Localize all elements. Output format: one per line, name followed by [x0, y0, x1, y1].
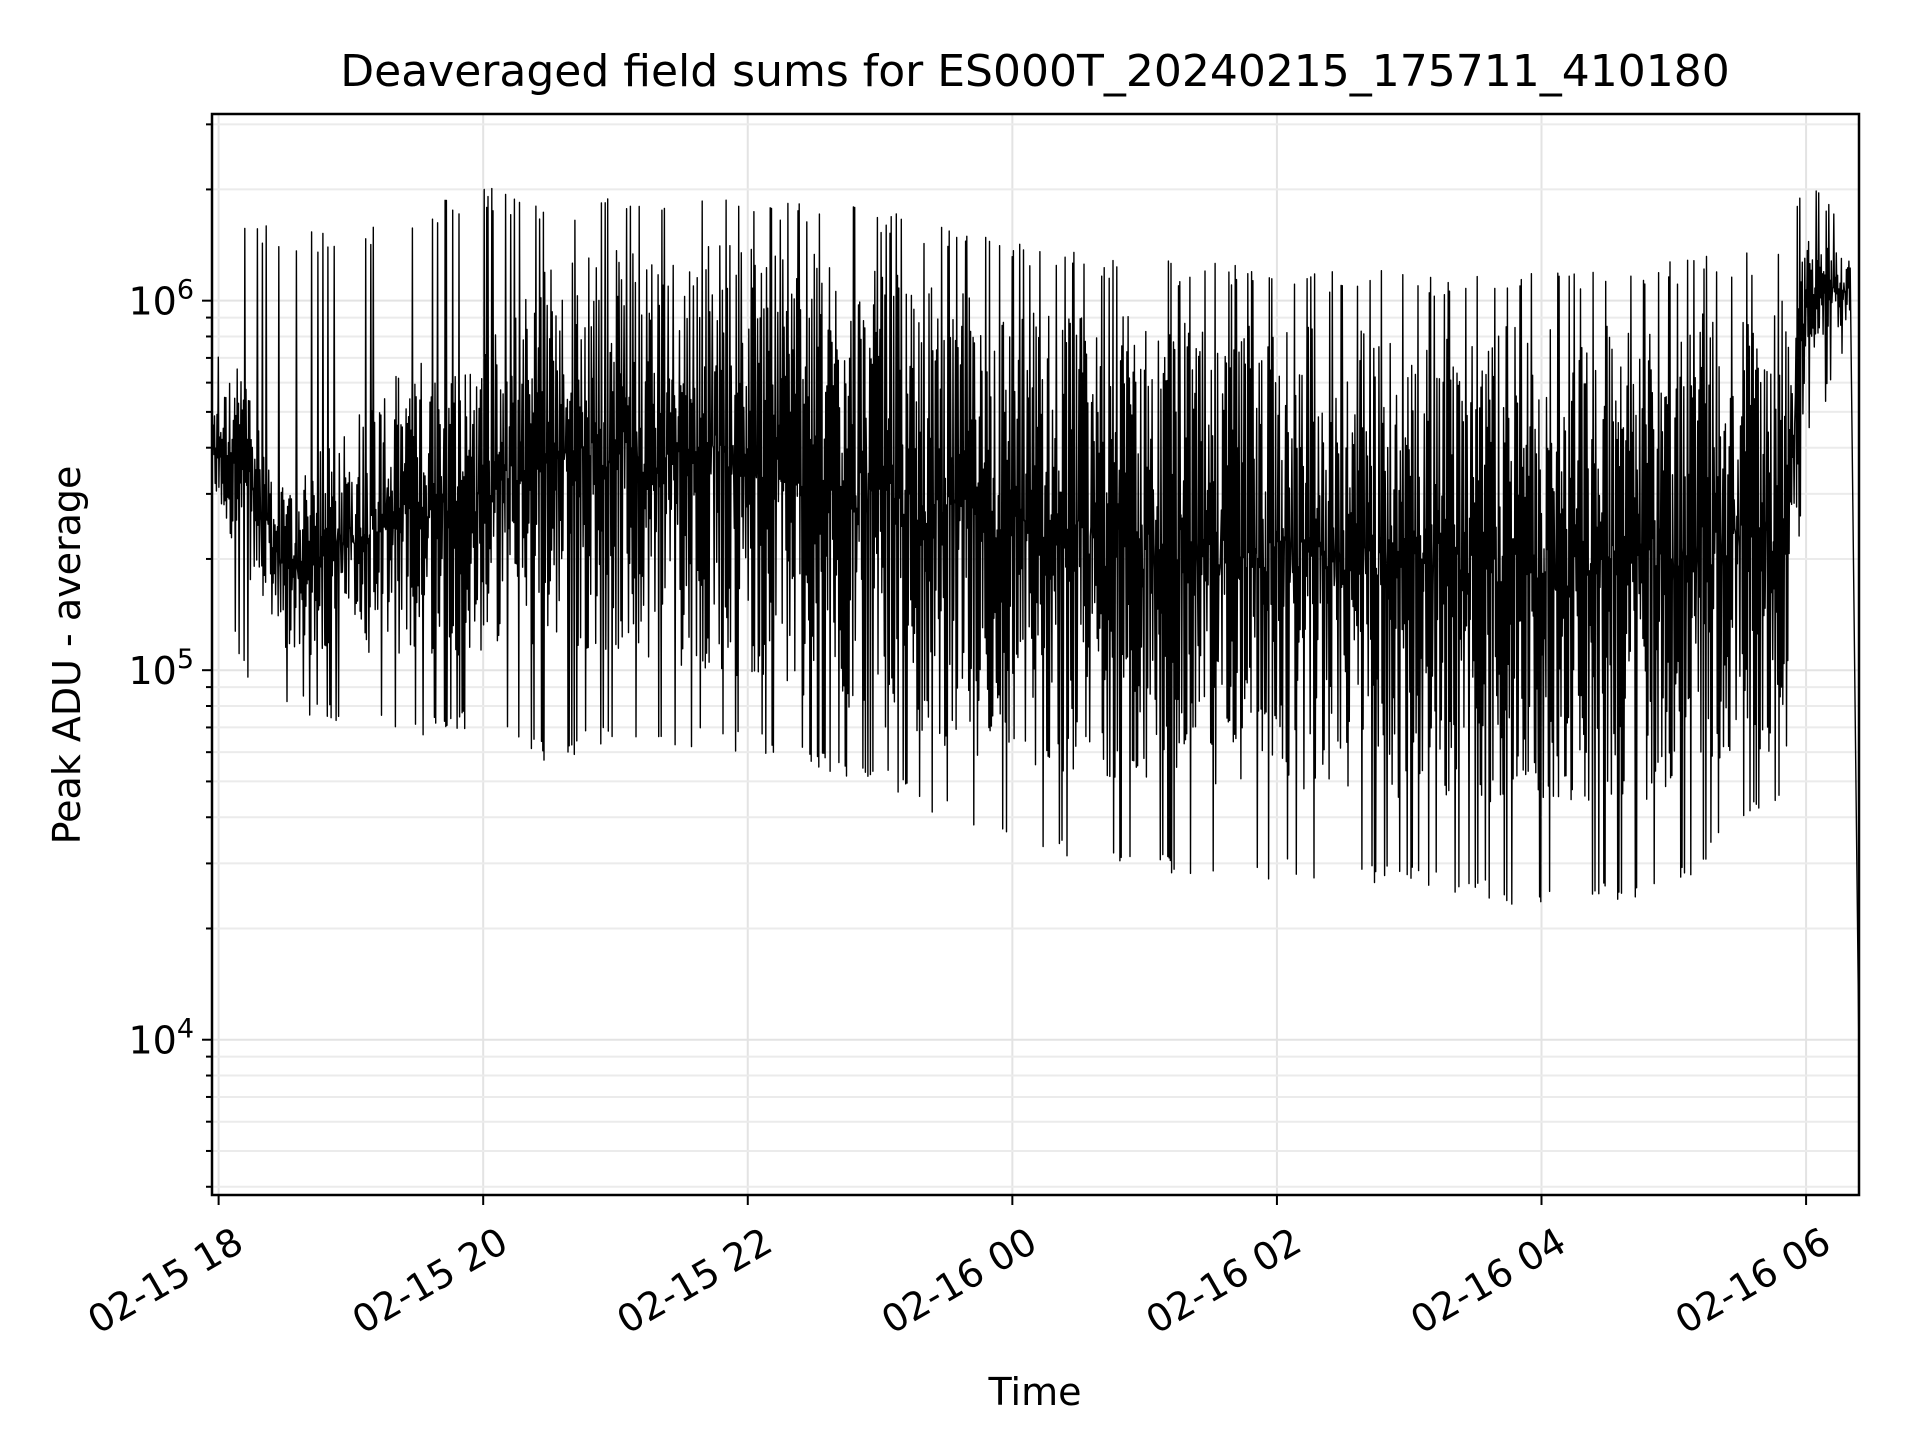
x-tick-label: 02-15 18	[80, 1219, 250, 1343]
y-tick-label: 106	[128, 275, 194, 324]
x-tick-label: 02-16 06	[1668, 1219, 1838, 1343]
x-tick-label: 02-16 04	[1403, 1219, 1573, 1343]
y-tick-label: 104	[128, 1014, 194, 1063]
y-tick-label: 105	[128, 644, 194, 693]
chart-title: Deaveraged field sums for ES000T_2024021…	[340, 46, 1729, 97]
x-tick-label: 02-16 00	[874, 1219, 1044, 1343]
series-line	[211, 187, 1860, 1057]
x-tick-label: 02-16 02	[1139, 1219, 1309, 1343]
x-tick-label: 02-15 20	[345, 1219, 515, 1343]
y-axis-label: Peak ADU - average	[45, 466, 89, 845]
x-axis-label: Time	[988, 1370, 1082, 1414]
x-tick-label: 02-15 22	[610, 1219, 780, 1343]
plot-area-frame	[210, 112, 1861, 1197]
